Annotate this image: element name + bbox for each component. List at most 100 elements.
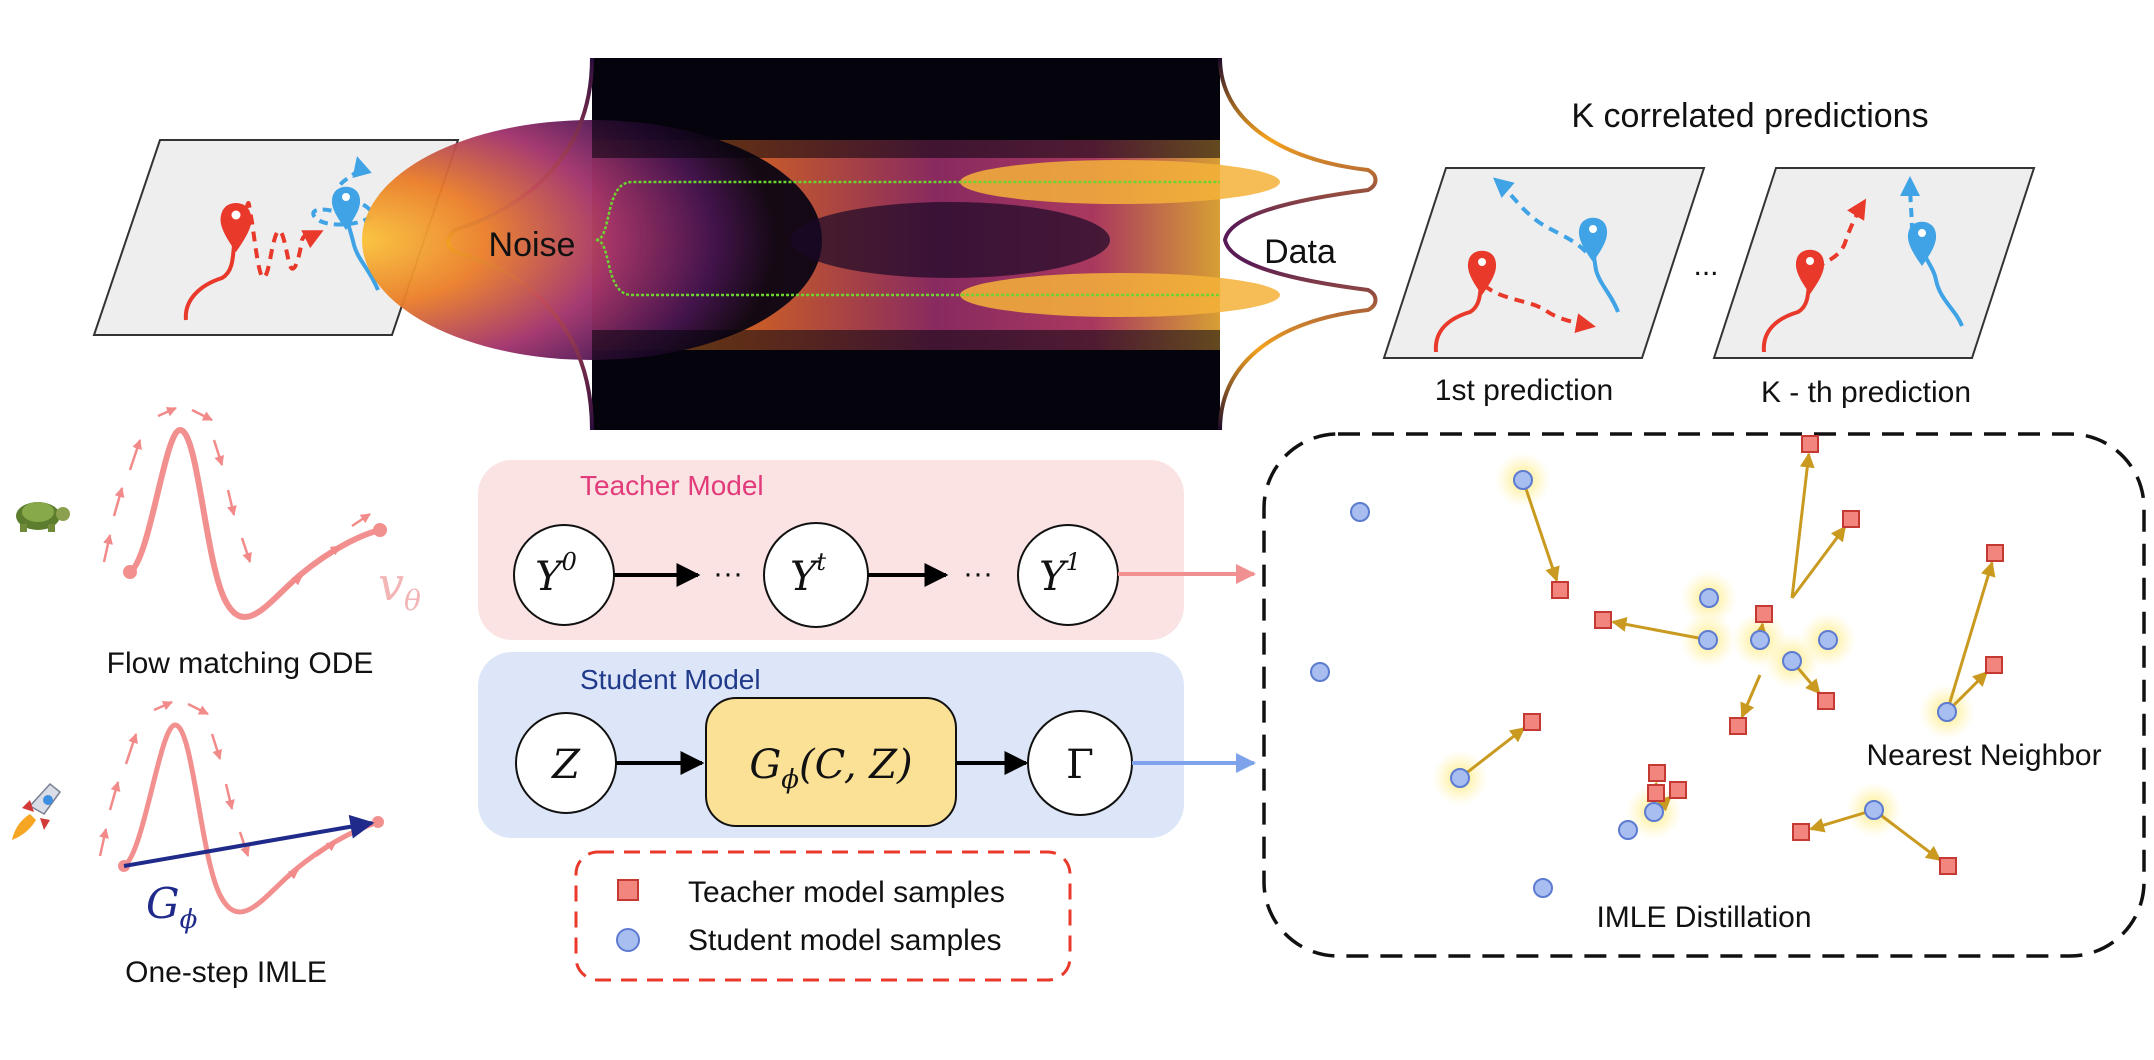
student-sample-swatch	[616, 928, 640, 952]
teacher-sample-point	[1647, 784, 1665, 802]
teacher-sample-point	[1792, 823, 1810, 841]
first-prediction-label: 1st prediction	[1435, 374, 1613, 407]
kth-prediction-panel	[1712, 167, 2036, 359]
teacher-sample-swatch	[617, 879, 639, 901]
student-sample-point	[1450, 768, 1470, 788]
nearest-neighbor-link	[1459, 726, 1526, 780]
student-sample-point	[1699, 588, 1719, 608]
student-sample-point	[1782, 651, 1802, 671]
red-location-pin-icon	[1467, 250, 1497, 295]
nearest-neighbor-link	[1809, 808, 1875, 833]
trajectory-map-panel	[92, 139, 460, 336]
turtle-icon	[16, 502, 70, 532]
blue-location-pin-icon	[1907, 221, 1937, 266]
teacher-sample-point	[1523, 713, 1541, 731]
teacher-sample-point	[1729, 717, 1747, 735]
noise-density-curve	[446, 57, 594, 431]
imle-symbol: Gϕ	[146, 879, 198, 935]
nearest-neighbor-link	[1790, 452, 1815, 599]
teacher-sample-point	[1939, 857, 1957, 875]
student-sample-point	[1644, 802, 1664, 822]
red-noisy-prediction	[234, 200, 324, 280]
svg-text:Gϕ(C, Z): Gϕ(C, Z)	[749, 742, 912, 795]
flow-symbol: vθ	[378, 557, 421, 617]
data-density-curve	[1218, 57, 1378, 431]
student-sample-point	[1864, 800, 1884, 820]
teacher-sample-point	[1801, 435, 1819, 453]
student-sample-point	[1310, 662, 1330, 682]
imle-sample-points	[1310, 435, 2004, 898]
imle-ode-curve	[122, 722, 379, 915]
student-sample-point	[1513, 470, 1533, 490]
predictions-ellipsis: ...	[1693, 249, 1718, 282]
flow-matching-section: vθ Flow matching ODE	[16, 406, 421, 680]
velocity-field-arrows	[98, 700, 337, 885]
teacher-dots: ···	[713, 557, 743, 590]
teacher-dots: ···	[963, 557, 993, 590]
imle-label: One-step IMLE	[125, 956, 327, 989]
density-flow-plot: Noise Data	[362, 57, 1378, 431]
generator-node: Gϕ(C, Z)	[705, 697, 957, 827]
legend-student-label: Student model samples	[688, 924, 1002, 957]
nearest-neighbor-link	[1740, 674, 1762, 719]
student-node-gamma: Γ	[1027, 710, 1133, 816]
first-prediction-panel	[1382, 167, 1706, 359]
data-label: Data	[1264, 233, 1336, 271]
teacher-sample-point	[1551, 581, 1569, 599]
blue-location-pin-icon	[331, 186, 361, 230]
legend-teacher-label: Teacher model samples	[688, 876, 1005, 909]
blue-noisy-prediction	[311, 156, 374, 227]
nearest-neighbor-link	[1521, 479, 1560, 582]
nearest-neighbor-label: Nearest Neighbor	[1866, 739, 2101, 772]
student-sample-point	[1618, 820, 1638, 840]
nearest-neighbor-link	[1945, 561, 1996, 713]
blue-location-pin-icon	[1578, 217, 1608, 262]
imle-section: Gϕ One-step IMLE	[12, 700, 384, 989]
teacher-sample-point	[1985, 656, 2003, 674]
flow-matching-label: Flow matching ODE	[107, 647, 374, 680]
student-model-box: Student Model Z Gϕ(C, Z) Γ	[478, 652, 1256, 838]
student-title: Student Model	[580, 664, 761, 695]
student-sample-point	[1937, 702, 1957, 722]
teacher-sample-point	[1594, 611, 1612, 629]
imle-title: IMLE Distillation	[1596, 901, 1811, 934]
noise-label: Noise	[489, 226, 576, 264]
teacher-node-y0: Y0	[513, 524, 615, 626]
svg-text:Yt: Yt	[790, 548, 826, 600]
teacher-sample-point	[1755, 605, 1773, 623]
svg-text:Y0: Y0	[535, 548, 577, 600]
student-sample-point	[1818, 630, 1838, 650]
student-sample-point	[1698, 630, 1718, 650]
student-sample-point	[1750, 630, 1770, 650]
teacher-model-box: Teacher Model Y0 ··· Yt ··· Y1	[478, 460, 1256, 640]
velocity-field-arrows	[102, 406, 371, 591]
one-step-arrow	[123, 814, 375, 868]
nearest-neighbor-link	[1790, 525, 1847, 599]
teacher-node-y1: Y1	[1017, 524, 1119, 626]
predictions-section: K correlated predictions ...	[1382, 97, 2036, 409]
svg-text:Z: Z	[550, 742, 581, 788]
red-location-pin-icon	[1795, 249, 1825, 294]
student-sample-point	[1350, 502, 1370, 522]
kth-prediction-label: K - th prediction	[1761, 376, 1971, 409]
svg-text:Y1: Y1	[1039, 548, 1081, 600]
teacher-title: Teacher Model	[580, 470, 764, 501]
rocket-icon	[12, 782, 62, 840]
student-sample-point	[1533, 878, 1553, 898]
red-location-pin-icon	[220, 203, 252, 252]
teacher-sample-point	[1842, 510, 1860, 528]
svg-text:Γ: Γ	[1066, 742, 1094, 788]
nearest-neighbor-link	[1611, 616, 1710, 642]
teacher-sample-point	[1986, 544, 2004, 562]
nearest-neighbor-link	[1873, 808, 1942, 862]
imle-distillation-panel: IMLE Distillation Nearest Neighbor	[1262, 432, 2146, 958]
flow-ode-curve	[127, 426, 381, 620]
teacher-node-yt: Yt	[763, 522, 869, 628]
legend-box: Teacher model samples Student model samp…	[574, 850, 1072, 982]
teacher-sample-point	[1648, 764, 1666, 782]
teacher-sample-point	[1669, 781, 1687, 799]
teacher-sample-point	[1817, 692, 1835, 710]
student-node-z: Z	[515, 712, 617, 814]
predictions-title: K correlated predictions	[1571, 97, 1928, 135]
